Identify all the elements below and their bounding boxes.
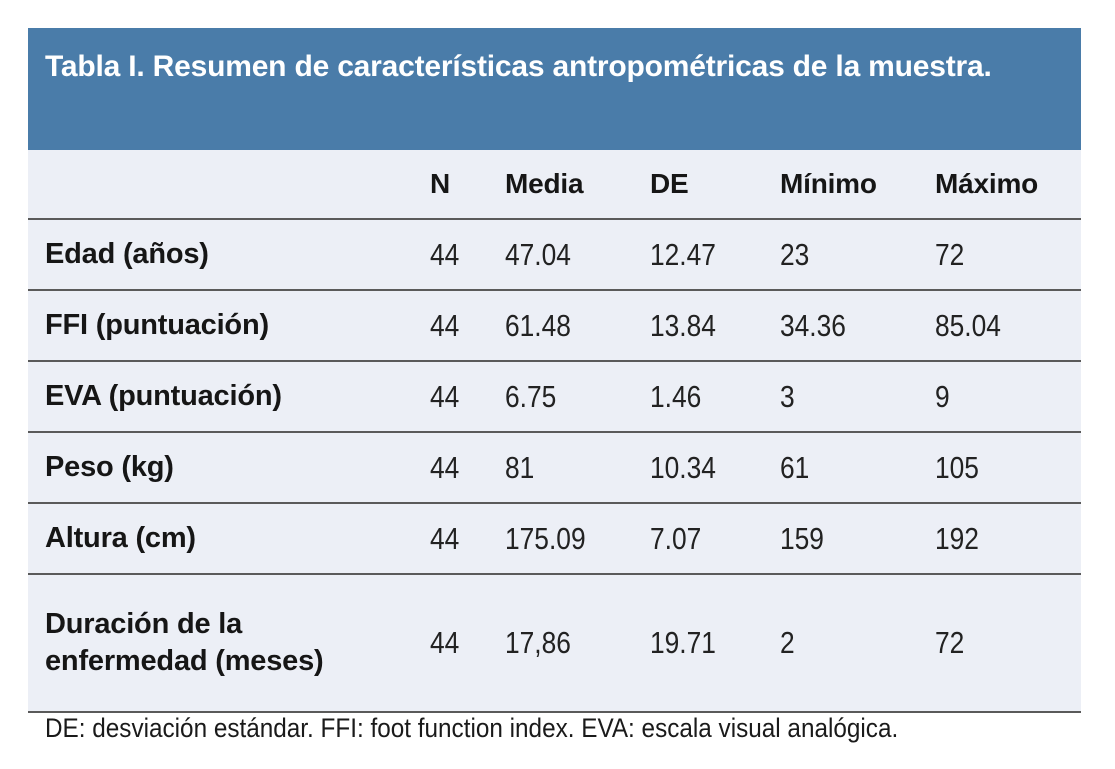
cell-de: 12.47 bbox=[650, 236, 716, 272]
cell-media: 175.09 bbox=[505, 520, 586, 556]
column-header-row: N Media DE Mínimo Máximo bbox=[28, 150, 1081, 218]
table-title: Tabla I. Resumen de características antr… bbox=[28, 28, 1081, 150]
column-header-de: DE bbox=[650, 168, 689, 199]
table-footnote: DE: desviación estándar. FFI: foot funct… bbox=[45, 713, 899, 743]
cell-maximo: 9 bbox=[935, 378, 950, 414]
cell-minimo: 23 bbox=[780, 236, 810, 272]
cell-de: 13.84 bbox=[650, 307, 716, 343]
table-row: Duración de la enfermedad (meses) 44 17,… bbox=[28, 573, 1081, 713]
row-label-text: Altura (cm) bbox=[45, 522, 196, 554]
cell-de: 7.07 bbox=[650, 520, 702, 556]
cell-media: 61.48 bbox=[505, 307, 571, 343]
cell-minimo: 34.36 bbox=[780, 307, 846, 343]
cell-maximo: 192 bbox=[935, 520, 979, 556]
cell-minimo: 2 bbox=[780, 625, 795, 660]
cell-de: 10.34 bbox=[650, 449, 716, 485]
row-label-text: Edad (años) bbox=[45, 238, 209, 270]
column-header-minimo: Mínimo bbox=[780, 168, 877, 199]
cell-n: 44 bbox=[430, 378, 460, 414]
table-row: EVA (puntuación) 44 6.75 1.46 3 9 bbox=[28, 360, 1081, 431]
table-row: FFI (puntuación) 44 61.48 13.84 34.36 85… bbox=[28, 289, 1081, 360]
cell-n: 44 bbox=[430, 625, 460, 660]
table-row: Altura (cm) 44 175.09 7.07 159 192 bbox=[28, 502, 1081, 573]
summary-table: Tabla I. Resumen de características antr… bbox=[28, 28, 1081, 713]
row-label: Altura (cm) bbox=[28, 520, 430, 557]
cell-minimo: 3 bbox=[780, 378, 795, 414]
table-row: Peso (kg) 44 81 10.34 61 105 bbox=[28, 431, 1081, 502]
cell-media: 17,86 bbox=[505, 625, 571, 660]
row-label: Peso (kg) bbox=[28, 449, 430, 486]
cell-media: 47.04 bbox=[505, 236, 571, 272]
row-label-text: Peso (kg) bbox=[45, 451, 174, 483]
cell-media: 6.75 bbox=[505, 378, 557, 414]
cell-maximo: 72 bbox=[935, 236, 965, 272]
row-label: Duración de la enfermedad (meses) bbox=[28, 606, 430, 680]
cell-n: 44 bbox=[430, 449, 460, 485]
row-label: Edad (años) bbox=[28, 236, 430, 273]
cell-de: 19.71 bbox=[650, 625, 716, 660]
cell-n: 44 bbox=[430, 236, 460, 272]
cell-maximo: 85.04 bbox=[935, 307, 1001, 343]
cell-n: 44 bbox=[430, 520, 460, 556]
cell-minimo: 61 bbox=[780, 449, 810, 485]
cell-maximo: 105 bbox=[935, 449, 979, 485]
column-header-maximo: Máximo bbox=[935, 168, 1039, 199]
row-label: EVA (puntuación) bbox=[28, 378, 430, 415]
cell-minimo: 159 bbox=[780, 520, 824, 556]
column-header-media: Media bbox=[505, 168, 584, 199]
row-label-text: FFI (puntuación) bbox=[45, 309, 269, 341]
cell-de: 1.46 bbox=[650, 378, 702, 414]
row-label-text: EVA (puntuación) bbox=[45, 380, 282, 412]
column-header-n: N bbox=[430, 168, 451, 199]
cell-n: 44 bbox=[430, 307, 460, 343]
cell-media: 81 bbox=[505, 449, 535, 485]
row-label-text: Duración de la enfermedad (meses) bbox=[45, 608, 324, 677]
table-row: Edad (años) 44 47.04 12.47 23 72 bbox=[28, 218, 1081, 289]
cell-maximo: 72 bbox=[935, 625, 965, 660]
row-label: FFI (puntuación) bbox=[28, 307, 430, 344]
